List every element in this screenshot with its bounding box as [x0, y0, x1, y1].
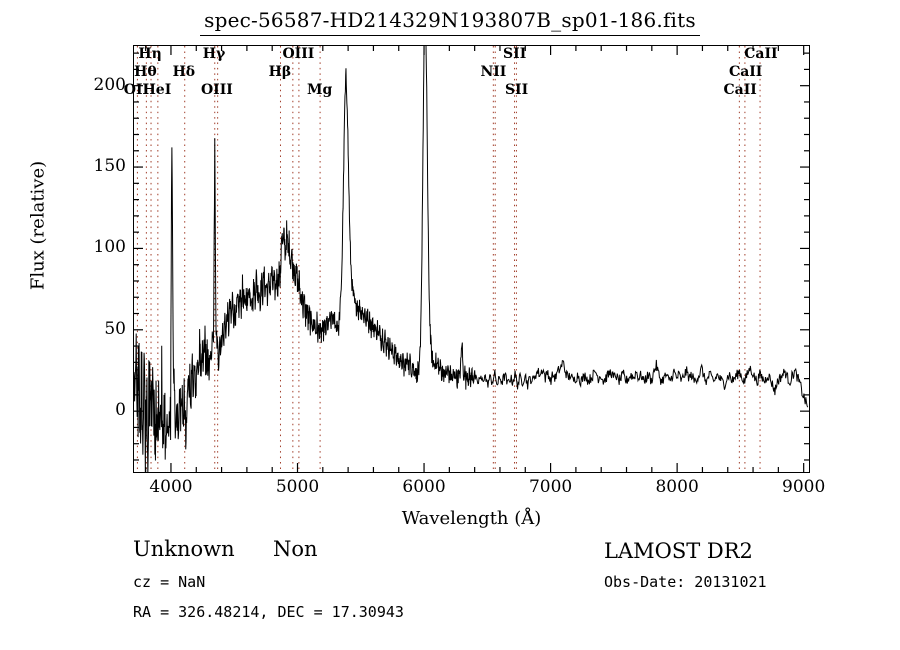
- metadata-footer: Unknown Non cz = NaN RA = 326.48214, DEC…: [0, 525, 900, 650]
- plot-frame: [133, 45, 810, 473]
- spectrum-trace: [134, 46, 809, 472]
- emission-line-label: Hβ: [268, 64, 292, 80]
- emission-line-label: NII: [480, 64, 507, 80]
- x-axis-label: Wavelength (Å): [401, 508, 542, 529]
- x-tick-label: 7000: [528, 477, 573, 497]
- emission-line-label: CaII: [729, 64, 763, 80]
- page-title: spec-56587-HD214329N193807B_sp01-186.fit…: [200, 8, 700, 36]
- coordinates-value: RA = 326.48214, DEC = 17.30943: [133, 603, 404, 621]
- observation-date: Obs-Date: 20131021: [604, 573, 767, 591]
- x-tick-label: 8000: [655, 477, 699, 497]
- y-tick-label: 100: [93, 237, 126, 258]
- emission-line-label: HeI: [142, 82, 172, 98]
- emission-line-label: OII: [123, 82, 150, 98]
- x-tick-label: 9000: [782, 477, 826, 497]
- x-axis-ticks: 4000 5000 6000 7000 8000 9000: [133, 477, 825, 505]
- title-container: spec-56587-HD214329N193807B_sp01-186.fit…: [0, 8, 900, 36]
- emission-line-labels: Hη Hθ OII HeI Hδ Hγ OIII Hβ OIII Mg NII SII SII CaII C…: [124, 45, 810, 105]
- survey-name: LAMOST DR2: [604, 539, 753, 563]
- emission-line-label: Hγ: [202, 46, 226, 62]
- emission-line-label: OIII: [282, 46, 315, 62]
- y-axis-label: Flux (relative): [27, 160, 49, 291]
- x-tick-label: 6000: [402, 477, 446, 497]
- emission-line-label: Hθ: [134, 64, 157, 80]
- redshift-value: cz = NaN: [133, 573, 206, 591]
- emission-line-label: SII: [504, 82, 529, 98]
- emission-line-label: SII: [503, 46, 527, 62]
- y-axis-label-container: Flux (relative): [0, 45, 60, 473]
- y-tick-label: 150: [93, 156, 126, 177]
- emission-line-label: CaII: [744, 46, 778, 62]
- y-tick-label: 50: [104, 318, 126, 339]
- emission-line-label: OIII: [200, 82, 233, 98]
- flux-polyline: [134, 46, 809, 472]
- y-tick-label: 0: [115, 400, 126, 421]
- emission-line-label: Hδ: [172, 64, 196, 80]
- object-class: Unknown: [133, 537, 235, 561]
- x-tick-label: 4000: [149, 477, 193, 497]
- y-axis-ticks: 0 50 100 150 200: [62, 45, 126, 473]
- emission-line-label: Mg: [306, 82, 333, 98]
- emission-line-label: Hη: [138, 46, 162, 62]
- x-tick-label: 5000: [275, 477, 320, 497]
- y-tick-label: 200: [93, 74, 126, 95]
- object-subclass: Non: [273, 537, 318, 561]
- emission-line-label: CaII: [723, 82, 757, 98]
